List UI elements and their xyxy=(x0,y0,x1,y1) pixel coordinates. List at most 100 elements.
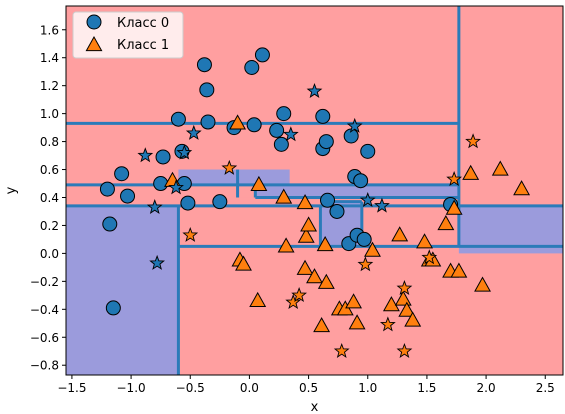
point-class-1-8 xyxy=(296,194,314,210)
legend-label-class-1: Класс 1 xyxy=(117,38,169,53)
point-class-1-36 xyxy=(513,180,531,196)
point-class-1-32 xyxy=(450,262,468,278)
point-class-1-26 xyxy=(416,233,434,249)
region-class0-1 xyxy=(66,205,179,375)
point-class-0-6 xyxy=(155,149,171,165)
x-axis-label: x xyxy=(311,400,319,414)
star-class0-10 xyxy=(374,197,390,213)
decision-regions xyxy=(66,6,563,375)
point-class-1-5 xyxy=(235,255,252,271)
point-class-1-31 xyxy=(445,199,463,215)
point-class-0-16 xyxy=(244,60,260,75)
x-tick-label-3: 0.0 xyxy=(240,381,259,395)
point-class-0-3 xyxy=(114,166,130,182)
star-class1-10 xyxy=(446,171,463,187)
point-class-0-1 xyxy=(102,216,118,232)
y-tick-label-6: 0.4 xyxy=(40,191,59,205)
point-class-1-21 xyxy=(382,296,400,312)
point-class-0-2 xyxy=(105,300,121,316)
point-class-1-33 xyxy=(462,164,480,180)
point-class-0-19 xyxy=(269,122,285,138)
point-class-1-6 xyxy=(275,188,293,204)
point-class-1-19 xyxy=(348,314,366,330)
point-class-0-24 xyxy=(318,134,334,150)
y-tick-label-9: 1.0 xyxy=(40,107,59,121)
star-class0-7 xyxy=(306,82,323,98)
point-class-1-15 xyxy=(317,273,335,289)
star-class0-4 xyxy=(176,144,193,160)
point-class-1-25 xyxy=(404,311,422,327)
region-class0-3 xyxy=(255,183,459,198)
point-class-1-2 xyxy=(249,291,267,308)
point-class-1-7 xyxy=(277,237,295,253)
point-class-1-12 xyxy=(306,268,323,284)
y-tick-label-0: −0.8 xyxy=(30,359,59,373)
point-class-1-34 xyxy=(474,276,491,292)
star-class1-11 xyxy=(465,133,481,149)
legend-label-class-0: Класс 0 xyxy=(117,16,169,31)
point-class-0-11 xyxy=(196,57,212,73)
point-class-0-7 xyxy=(170,111,186,127)
legend: Класс 0 Класс 1 xyxy=(72,11,184,59)
y-tick-label-5: 0.2 xyxy=(40,219,59,233)
star-class0-1 xyxy=(146,198,163,214)
star-class1-4 xyxy=(333,342,350,358)
point-class-0-10 xyxy=(180,195,196,211)
y-tick-label-2: −0.4 xyxy=(30,303,59,317)
point-class-0-18 xyxy=(254,47,270,63)
x-tick-label-2: −0.5 xyxy=(176,381,205,395)
point-class-0-33 xyxy=(360,143,376,159)
point-class-0-32 xyxy=(356,231,372,247)
y-tick-label-7: 0.6 xyxy=(40,163,59,177)
x-tick-label-0: −1.5 xyxy=(57,381,86,395)
point-class-1-1 xyxy=(229,114,247,130)
x-tick-label-1: −1.0 xyxy=(117,381,146,395)
point-class-1-23 xyxy=(394,290,412,306)
point-class-1-3 xyxy=(250,175,268,192)
point-class-1-18 xyxy=(345,293,363,309)
point-class-1-13 xyxy=(313,317,331,333)
star-class0-8 xyxy=(346,117,363,133)
star-class1-6 xyxy=(379,316,396,332)
star-class0-9 xyxy=(359,191,376,207)
point-class-1-14 xyxy=(316,235,334,252)
y-axis-ticks: −0.8 −0.6 −0.4 −0.2 0.0 0.2 0.4 0.6 0.8 1.0 1.2 1.4… xyxy=(30,23,66,373)
point-class-0-20 xyxy=(273,136,289,152)
star-class1-9 xyxy=(421,249,438,265)
point-class-0-21 xyxy=(276,106,292,122)
point-class-1-10 xyxy=(297,227,315,243)
x-tick-label-7: 2.0 xyxy=(477,381,496,395)
point-class-0-14 xyxy=(212,194,228,210)
y-tick-label-10: 1.2 xyxy=(40,79,59,93)
y-tick-label-12: 1.6 xyxy=(40,23,59,37)
star-class1-0 xyxy=(182,226,199,242)
x-axis-ticks: −1.5 −1.0 −0.5 0.0 0.5 1.0 1.5 2.0 2.5 xyxy=(57,375,555,395)
point-class-0-31 xyxy=(353,173,369,189)
star-class0-2 xyxy=(149,254,165,270)
point-class-1-20 xyxy=(364,241,381,257)
point-class-0-25 xyxy=(320,192,336,208)
star-class1-8 xyxy=(396,342,413,358)
x-tick-label-4: 0.5 xyxy=(299,381,318,395)
y-tick-label-1: −0.6 xyxy=(30,331,59,345)
plot-frame xyxy=(65,5,564,376)
y-tick-label-3: −0.2 xyxy=(30,275,59,289)
point-class-1-24 xyxy=(398,301,416,317)
star-class1-2 xyxy=(285,294,302,310)
star-class1-1 xyxy=(221,159,238,175)
region-class1-6 xyxy=(237,183,256,198)
star-class0-5 xyxy=(185,124,202,140)
point-class-1-11 xyxy=(300,216,318,232)
legend-marker-class-1 xyxy=(85,35,103,52)
point-class-0-13 xyxy=(200,114,216,130)
star-class0-0 xyxy=(137,147,154,163)
data-points xyxy=(99,47,531,358)
point-class-1-9 xyxy=(296,259,314,275)
star-class1-7 xyxy=(396,280,413,296)
x-tick-label-5: 1.0 xyxy=(358,381,377,395)
point-class-0-4 xyxy=(120,188,136,204)
x-tick-label-6: 1.5 xyxy=(417,381,436,395)
point-class-0-5 xyxy=(153,176,169,192)
y-axis-label: y xyxy=(4,186,19,194)
star-class1-3 xyxy=(291,287,307,303)
